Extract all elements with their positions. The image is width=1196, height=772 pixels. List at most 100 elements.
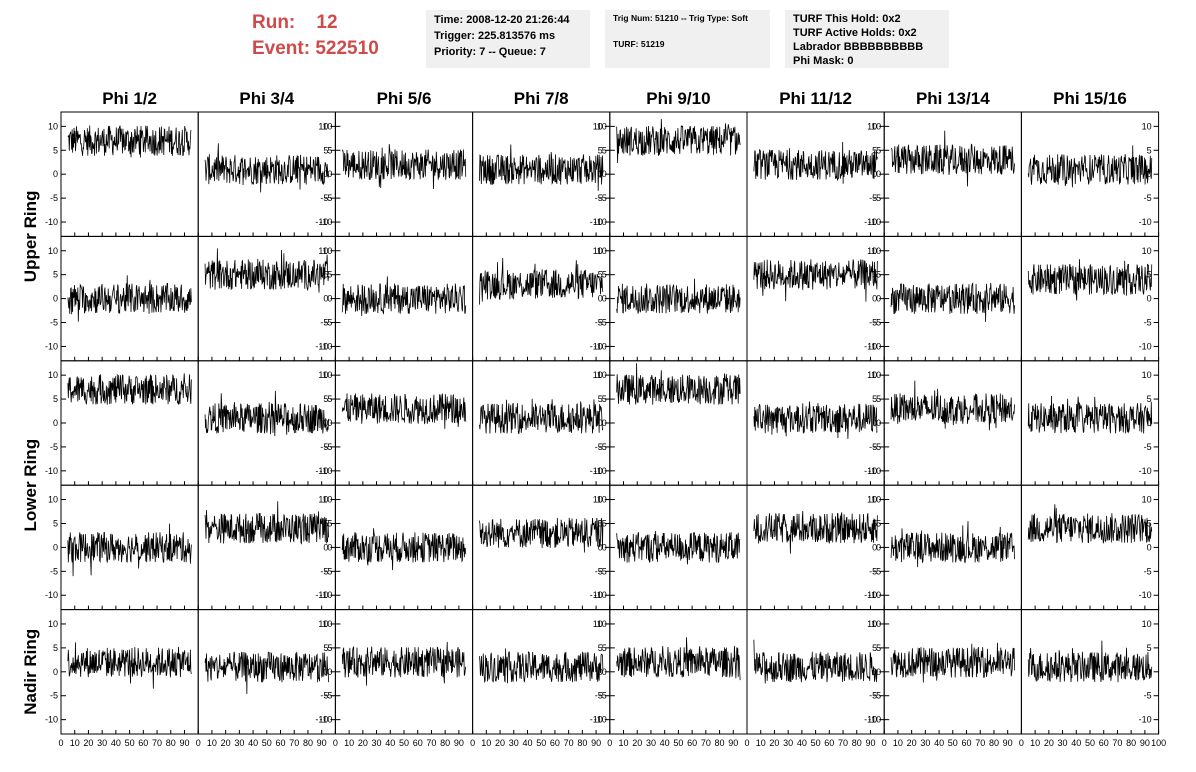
waveform-trace [616,363,741,406]
x-tick-label: 90 [1003,738,1013,748]
waveform-trace [479,398,604,434]
ring-label: Nadir Ring [21,629,40,715]
y-tick-label: 5 [323,145,328,155]
y-tick-label: 0 [872,169,877,179]
x-tick-label: 90 [179,738,189,748]
y-tick-label: -5 [320,691,328,701]
x-tick-label: 0 [196,738,201,748]
x-tick-label: 30 [646,738,656,748]
y-tick-label: 0 [327,667,332,677]
y-tick-label: 5 [872,394,877,404]
x-tick-label: 70 [701,738,711,748]
waveform-trace [204,248,329,293]
y-tick-label: -5 [324,442,332,452]
y-tick-label: -10 [868,466,881,476]
y-tick-label: -5 [595,193,603,203]
y-tick-label: -10 [45,217,58,227]
x-tick-label: 0 [1019,738,1024,748]
y-tick-label: -10 [319,466,332,476]
y-tick-label: 10 [593,121,603,131]
x-tick-label: 90 [591,738,601,748]
y-tick-label: -10 [1139,715,1152,725]
y-tick-label: -10 [594,590,607,600]
x-tick-label: 90 [1140,738,1150,748]
y-tick-label: -5 [869,691,877,701]
y-tick-label: -10 [594,466,607,476]
event-value: 522510 [315,38,379,59]
labrador-text: Labrador BBBBBBBBBB [793,41,924,53]
y-tick-label: 5 [598,270,603,280]
y-tick-label: -5 [324,193,332,203]
run-value: 12 [316,12,338,33]
x-tick-label: 10 [1030,738,1040,748]
y-tick-label: -5 [599,193,607,203]
y-tick-label: -10 [864,217,877,227]
y-tick-label: -5 [595,442,603,452]
y-tick-label: -5 [599,318,607,328]
y-tick-label: 0 [53,169,58,179]
waveform-trace [753,259,878,302]
y-tick-label: 10 [48,495,58,505]
waveform-trace [341,393,467,429]
waveform-trace [204,651,329,694]
y-tick-label: 0 [1147,294,1152,304]
y-tick-label: -10 [315,590,328,600]
y-tick-label: 10 [322,495,332,505]
y-tick-label: 5 [602,643,607,653]
x-tick-label: 60 [687,738,697,748]
x-tick-label: 80 [852,738,862,748]
y-tick-label: -10 [590,590,603,600]
run-label: Run: [252,12,296,33]
x-tick-label: 40 [111,738,121,748]
y-tick-label: 0 [602,667,607,677]
waveform-trace [67,275,192,322]
waveform-trace [341,528,467,571]
x-tick-label: 40 [660,738,670,748]
y-tick-label: -10 [864,466,877,476]
y-tick-label: 0 [53,294,58,304]
panel-frame [883,609,1022,735]
y-tick-label: -10 [590,341,603,351]
x-tick-label: 0 [744,738,749,748]
turf-info-box: TURF This Hold: 0x2 TURF Active Holds: 0… [785,10,949,68]
x-tick-label: 70 [426,738,436,748]
y-tick-label: 10 [597,121,607,131]
waveform-trace [204,390,329,437]
waveform-trace [616,278,741,314]
event-label: Event: [252,38,311,59]
y-tick-label: -10 [45,466,58,476]
y-tick-label: 0 [598,294,603,304]
y-tick-label: 10 [871,370,881,380]
waveform-trace [890,642,1015,683]
y-tick-label: 5 [327,270,332,280]
y-tick-label: -10 [868,715,881,725]
waveform-trace [341,144,467,190]
column-header: Phi 3/4 [239,89,294,108]
ring-label: Upper Ring [21,191,40,283]
time-text: Time: 2008-12-20 21:26:44 [434,14,570,26]
y-tick-label: 0 [53,418,58,428]
y-tick-label: 5 [1147,394,1152,404]
y-tick-label: -5 [320,318,328,328]
y-tick-label: 10 [867,370,877,380]
x-tick-label: 50 [536,738,546,748]
x-tick-label: 30 [509,738,519,748]
phi-mask-text: Phi Mask: 0 [793,55,854,67]
x-tick-label: 70 [838,738,848,748]
waveform-trace [1027,259,1153,301]
waveform-trace [1027,145,1153,188]
y-tick-label: 5 [872,145,877,155]
y-tick-label: 5 [327,394,332,404]
y-tick-label: -5 [599,566,607,576]
waveform-trace [67,642,192,689]
y-tick-label: 5 [598,643,603,653]
x-tick-label: 10 [619,738,629,748]
y-tick-label: 5 [1147,643,1152,653]
y-tick-label: 5 [323,394,328,404]
y-tick-label: 0 [872,667,877,677]
x-tick-label: 60 [962,738,972,748]
y-tick-label: 5 [53,270,58,280]
x-tick-label: 70 [975,738,985,748]
x-tick-label: 80 [166,738,176,748]
y-tick-label: 10 [871,495,881,505]
